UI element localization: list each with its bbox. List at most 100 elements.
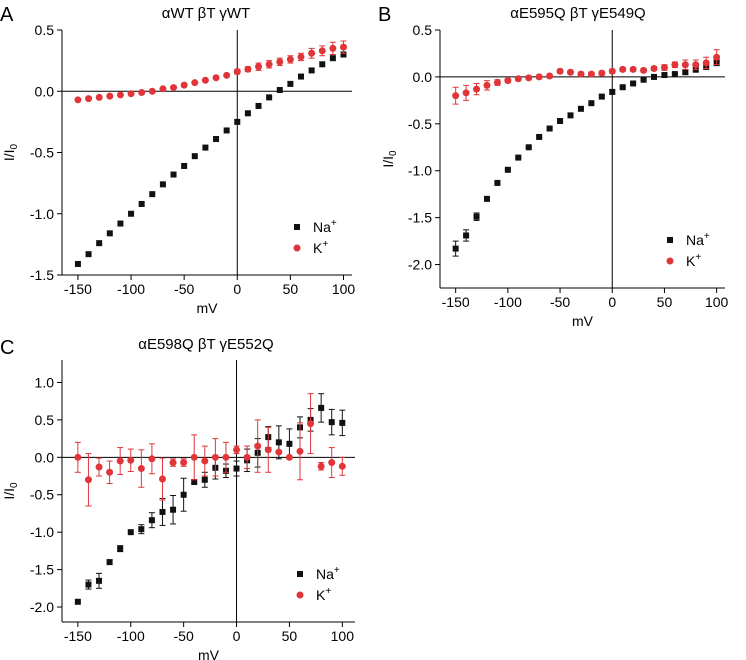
x-tick-label: 0 <box>233 628 241 644</box>
na-point <box>85 251 92 258</box>
na-point <box>275 439 282 446</box>
k-point <box>525 74 533 82</box>
x-tick-label: 50 <box>657 294 673 310</box>
na-point <box>74 598 81 605</box>
legend-label: Na+ <box>316 565 340 582</box>
y-tick-label: 0.5 <box>35 412 55 428</box>
k-point <box>127 456 135 464</box>
k-point <box>275 448 283 456</box>
k-point <box>276 58 284 66</box>
x-tick-label: -50 <box>174 281 194 297</box>
k-point <box>254 442 262 450</box>
k-point <box>74 96 82 104</box>
y-axis-label: I/I0 <box>1 482 20 500</box>
k-point <box>713 53 721 61</box>
panel-label: C <box>0 337 14 359</box>
y-tick-label: -1.5 <box>30 562 54 578</box>
k-point <box>265 60 273 68</box>
y-axis-label-subscript: 0 <box>9 143 20 149</box>
y-axis-label-subscript: 0 <box>388 150 399 156</box>
y-tick-label: -1.5 <box>30 267 54 283</box>
k-point <box>473 85 481 93</box>
y-tick-label: 0.5 <box>35 22 55 38</box>
legend-label-superscript: + <box>322 239 328 250</box>
na-point <box>244 110 251 117</box>
na-point <box>504 166 511 173</box>
na-point <box>191 153 198 160</box>
x-axis-label: mV <box>198 647 220 660</box>
k-point <box>223 71 231 79</box>
k-point <box>159 85 167 93</box>
k-point <box>211 453 219 461</box>
k-point <box>587 70 595 78</box>
na-point <box>106 230 113 237</box>
na-point <box>598 93 605 100</box>
legend-marker-k <box>296 591 304 599</box>
na-point <box>651 73 658 80</box>
na-point <box>308 67 315 74</box>
x-tick-label: 50 <box>282 628 298 644</box>
na-point <box>201 476 208 483</box>
k-point <box>116 91 124 99</box>
na-point <box>546 125 553 132</box>
na-point <box>588 100 595 107</box>
k-point <box>255 63 263 71</box>
legend-marker-na <box>667 237 673 243</box>
y-tick-label: 0.0 <box>35 449 55 465</box>
x-tick-label: -50 <box>550 294 570 310</box>
k-point <box>233 68 241 76</box>
k-point <box>243 453 251 461</box>
na-point <box>682 69 689 76</box>
na-point <box>483 195 490 202</box>
y-tick-label: -0.5 <box>30 487 54 503</box>
na-point <box>640 76 647 83</box>
panel-b: B αE595Q βT γE549Q -150 -100 -50 0 50 100 -2.0… <box>378 4 729 329</box>
x-tick-label: 100 <box>331 628 355 644</box>
k-point <box>296 447 304 455</box>
k-point <box>640 66 648 74</box>
x-tick-label: -150 <box>64 628 92 644</box>
k-point <box>244 65 252 73</box>
k-point <box>452 92 460 100</box>
k-point <box>95 463 103 471</box>
x-tick-label: -150 <box>442 294 470 310</box>
legend-label: Na+ <box>313 218 337 235</box>
y-tick-label: 0.0 <box>413 69 433 85</box>
na-point <box>266 94 273 101</box>
k-point <box>619 65 627 73</box>
k-point <box>307 420 315 428</box>
panel-c: C αE598Q βT γE552Q -150 -100 -50 0 50 100 -2.0… <box>0 336 355 660</box>
na-point <box>149 191 156 198</box>
legend-label-superscript: + <box>704 231 710 242</box>
x-tick-label: 0 <box>233 281 241 297</box>
chart-title: αE595Q βT γE549Q <box>510 5 645 22</box>
k-point <box>660 64 668 72</box>
y-tick-label: -2.0 <box>408 257 432 273</box>
chart-title: αWT βT γWT <box>162 5 250 22</box>
y-axis-label: I/I0 <box>1 143 20 161</box>
na-point <box>223 127 230 134</box>
na-point <box>255 102 262 109</box>
k-point <box>692 61 700 69</box>
panel-label: B <box>378 4 391 26</box>
k-point <box>170 84 178 92</box>
na-point <box>619 84 626 91</box>
legend-marker-k <box>666 257 674 265</box>
k-point <box>286 55 294 63</box>
k-point <box>546 72 554 80</box>
na-point <box>159 181 166 188</box>
k-point <box>106 468 114 476</box>
k-point <box>148 87 156 95</box>
k-point <box>340 43 348 51</box>
legend-label: K+ <box>316 586 331 603</box>
legend-marker-k <box>293 244 301 252</box>
k-point <box>608 67 616 75</box>
na-point <box>74 260 81 267</box>
k-point <box>285 453 293 461</box>
k-point <box>702 59 710 67</box>
na-point <box>180 491 187 498</box>
k-point <box>84 476 92 484</box>
na-point <box>148 517 155 524</box>
k-point <box>671 61 679 69</box>
